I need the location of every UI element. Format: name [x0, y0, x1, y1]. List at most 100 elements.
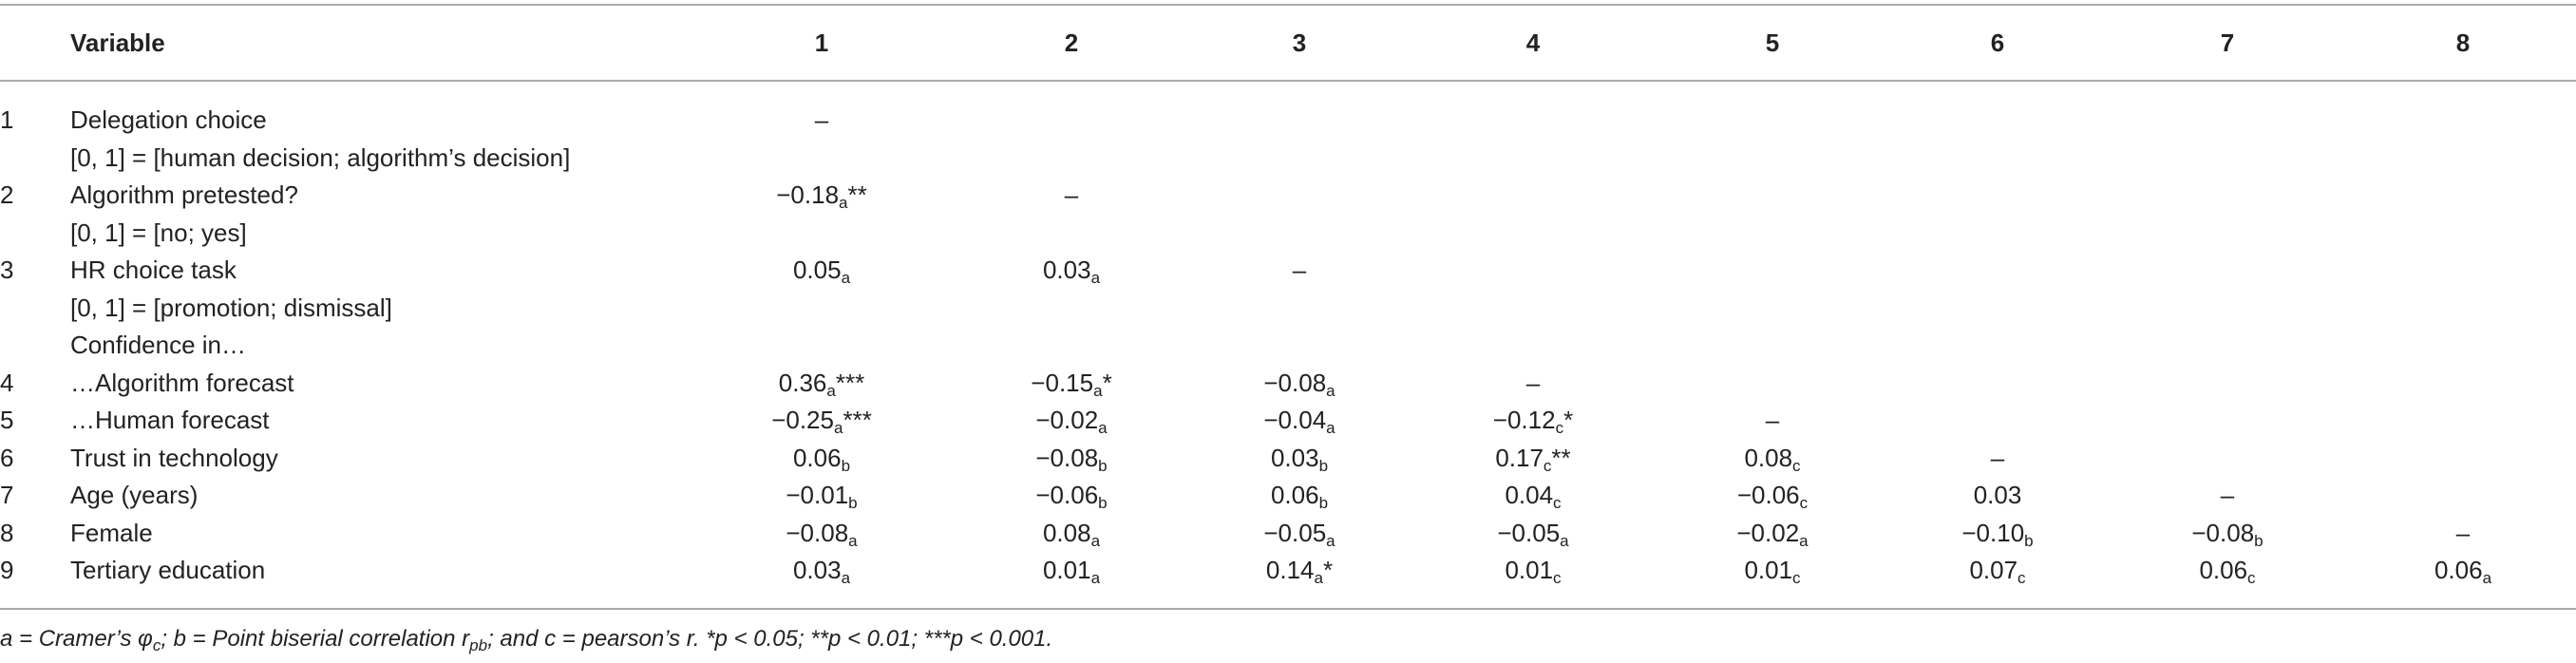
cell: 0.03 [1974, 478, 2022, 512]
cell-subscript: b [1098, 494, 1108, 512]
cell-subscript: b [841, 456, 851, 475]
row-number: 4 [0, 368, 14, 397]
cell-subscript: a [1093, 381, 1103, 400]
row-label: Delegation choice [70, 105, 267, 134]
cell: −0.04a [1263, 403, 1335, 437]
cell-value: 0.07 [1969, 556, 2018, 584]
row-number: 1 [0, 105, 14, 134]
cell: 0.17c** [1495, 441, 1570, 475]
header-column: 3 [1292, 28, 1307, 57]
cell-subscript: b [1318, 456, 1329, 475]
header-column: 2 [1064, 28, 1079, 57]
cell-subscript: a [833, 419, 843, 437]
row-number: 9 [0, 556, 14, 584]
footnote-text: a = Cramer’s φ [0, 626, 153, 652]
footnote-subscript: pb [469, 636, 488, 654]
cell-subscript: c [1553, 569, 1562, 587]
bottom-rule [0, 608, 2576, 610]
cell-value: 0.03 [1973, 481, 2022, 509]
cell: −0.08a [786, 516, 857, 550]
cell: −0.02a [1736, 516, 1808, 550]
cell-subscript: a [841, 269, 851, 287]
row-number: 3 [0, 256, 14, 284]
cell-significance: *** [835, 368, 865, 397]
cell-value: −0.08 [786, 518, 849, 547]
cell-subscript: a [1090, 569, 1101, 587]
footnote-text: ; and c = pearson’s r. *p < 0.05; **p < … [487, 626, 1053, 652]
cell: −0.08a [1263, 366, 1335, 400]
cell-value: −0.10 [1961, 518, 2025, 547]
cell-value: – [1064, 180, 1079, 209]
cell-value: −0.02 [1736, 518, 1800, 547]
cell-significance: * [1102, 368, 1112, 397]
cell: −0.05a [1263, 516, 1335, 550]
cell-value: −0.12 [1492, 406, 1556, 434]
cell: – [815, 103, 828, 137]
cell: 0.05a [793, 253, 850, 287]
cell-value: – [1990, 443, 2005, 472]
row-label: Tertiary education [70, 556, 266, 584]
cell-value: 0.14 [1265, 556, 1315, 584]
cell-subscript: a [841, 569, 851, 587]
cell: 0.03b [1271, 441, 1328, 475]
cell-subscript: a [826, 381, 836, 400]
cell-value: 0.01 [1744, 556, 1793, 584]
cell-significance: ** [847, 180, 867, 209]
cell: 0.08c [1744, 441, 1800, 475]
row-label: Algorithm pretested? [70, 180, 298, 209]
cell: −0.02a [1035, 403, 1107, 437]
cell-subscript: a [1799, 531, 1809, 550]
cell: – [2456, 516, 2470, 550]
cell-value: 0.05 [792, 256, 842, 284]
row-sublabel: [0, 1] = [promotion; dismissal] [70, 293, 392, 322]
cell: – [1526, 366, 1540, 400]
cell-value: −0.05 [1263, 518, 1327, 547]
top-rule [0, 4, 2576, 6]
cell: −0.08b [2191, 516, 2263, 550]
cell-value: 0.36 [778, 368, 827, 397]
cell-value: −0.15 [1031, 368, 1094, 397]
row-number: 2 [0, 180, 14, 209]
cell-value: −0.06 [1035, 481, 1099, 509]
cell: – [1293, 253, 1306, 287]
cell-subscript: c [1555, 419, 1564, 437]
cell-subscript: b [2024, 531, 2034, 550]
cell: 0.01a [1043, 553, 1100, 587]
cell-subscript: b [1098, 456, 1108, 475]
cell-subscript: a [1326, 381, 1335, 400]
cell: −0.12c* [1493, 403, 1573, 437]
cell-value: −0.01 [786, 481, 849, 509]
cell: −0.10b [1961, 516, 2033, 550]
cell-value: −0.08 [2191, 518, 2255, 547]
cell-subscript: a [1090, 269, 1101, 287]
cell: 0.06b [1271, 478, 1328, 512]
cell-subscript: b [2254, 531, 2263, 550]
row-sublabel: [0, 1] = [human decision; algorithm’s de… [70, 142, 571, 172]
cell-subscript: c [1553, 494, 1562, 512]
row-number: 8 [0, 518, 14, 547]
header-column: 4 [1525, 28, 1541, 57]
cell: 0.07c [1969, 553, 2025, 587]
cell-value: – [1765, 406, 1780, 434]
cell-value: −0.02 [1035, 406, 1099, 434]
cell-significance: * [1563, 406, 1574, 434]
cell: −0.05a [1497, 516, 1568, 550]
cell-subscript: a [1326, 419, 1335, 437]
cell-subscript: c [1799, 494, 1809, 512]
cell-value: −0.08 [1263, 368, 1327, 397]
cell-subscript: a [1326, 531, 1335, 550]
cell-value: 0.06 [792, 443, 842, 472]
cell-subscript: a [2482, 569, 2492, 587]
cell-significance: ** [1551, 443, 1571, 472]
cell-value: 0.01 [1042, 556, 1091, 584]
header-column: 8 [2455, 28, 2471, 57]
cell-subscript: c [1792, 569, 1801, 587]
cell: – [2221, 478, 2234, 512]
cell: 0.01c [1505, 553, 1561, 587]
row-label: Trust in technology [70, 443, 278, 472]
cell: 0.01c [1744, 553, 1800, 587]
row-sublabel: [0, 1] = [no; yes] [70, 218, 247, 247]
header-column: 6 [1990, 28, 2005, 57]
header-rule [0, 80, 2576, 82]
